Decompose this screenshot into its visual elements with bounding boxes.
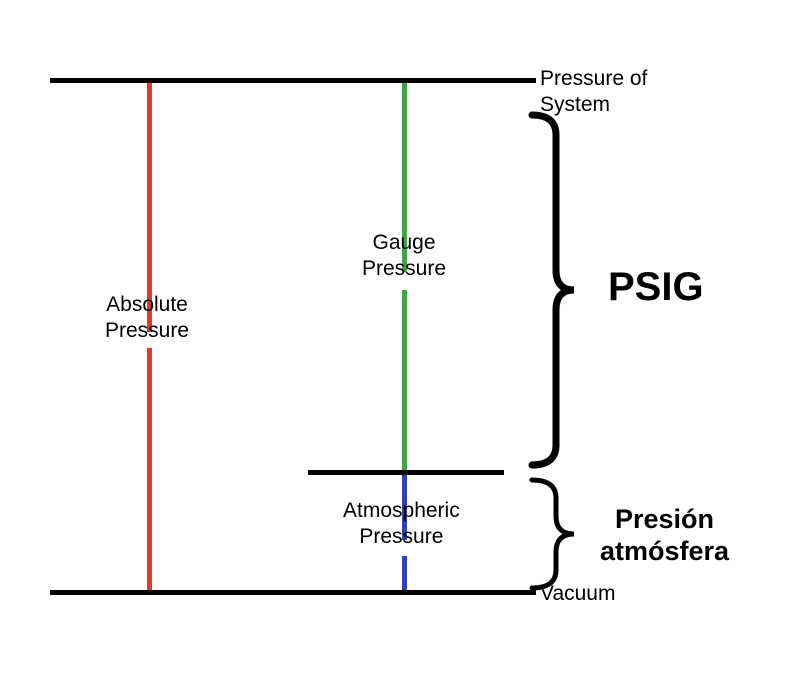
pressure-diagram: Pressure ofSystem Vacuum AbsolutePressur… — [0, 0, 802, 698]
gauge-pressure-label: GaugePressure — [362, 230, 446, 283]
atmospheric-line-lower — [402, 556, 407, 590]
presion-atm-annotation: Presiónatmósfera — [600, 503, 729, 568]
bottom-line — [50, 590, 536, 595]
atmospheric-pressure-label: AtmosphericPressure — [343, 498, 460, 551]
top-line — [50, 78, 536, 83]
atm-brace-icon — [530, 476, 592, 592]
absolute-pressure-label: AbsolutePressure — [105, 292, 189, 345]
absolute-line-lower — [147, 348, 152, 590]
psig-brace-icon — [530, 111, 592, 469]
psig-annotation: PSIG — [608, 265, 704, 310]
gauge-line-lower — [402, 290, 407, 470]
